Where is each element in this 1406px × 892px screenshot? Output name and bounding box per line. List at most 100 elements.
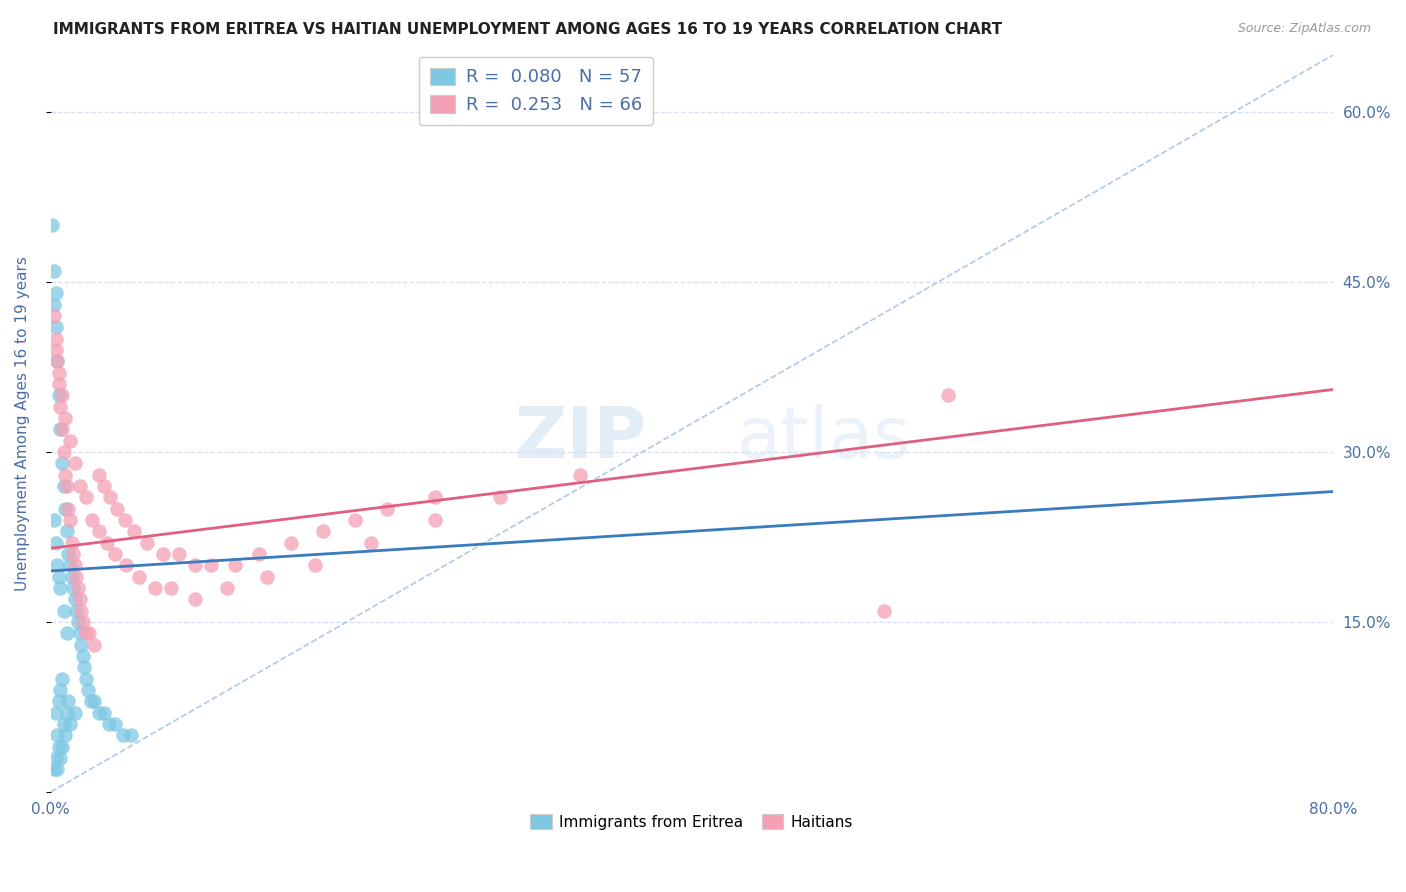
- Point: [53, 467, 76, 482]
- Point: [114, 513, 136, 527]
- Point: [256, 569, 278, 583]
- Point: [52, 604, 75, 618]
- Point: [87, 467, 110, 482]
- Point: [67, 581, 90, 595]
- Point: [184, 558, 207, 573]
- Point: [97, 717, 120, 731]
- Point: [56, 479, 79, 493]
- Point: [247, 547, 270, 561]
- Point: [51, 388, 73, 402]
- Point: [58, 501, 80, 516]
- Point: [83, 638, 105, 652]
- Point: [56, 706, 79, 720]
- Point: [122, 524, 145, 539]
- Point: [75, 490, 97, 504]
- Point: [48, 376, 70, 391]
- Point: [184, 592, 207, 607]
- Point: [46, 762, 69, 776]
- Point: [59, 513, 82, 527]
- Point: [72, 648, 94, 663]
- Point: [69, 592, 91, 607]
- Point: [51, 739, 73, 754]
- Point: [360, 535, 382, 549]
- Y-axis label: Unemployment Among Ages 16 to 19 years: Unemployment Among Ages 16 to 19 years: [15, 256, 30, 591]
- Point: [46, 354, 69, 368]
- Point: [304, 558, 326, 573]
- Point: [224, 558, 246, 573]
- Point: [48, 388, 70, 402]
- Point: [59, 717, 82, 731]
- Point: [79, 626, 101, 640]
- Point: [69, 479, 91, 493]
- Point: [76, 682, 98, 697]
- Point: [60, 535, 83, 549]
- Point: [42, 762, 65, 776]
- Point: [48, 694, 70, 708]
- Point: [49, 581, 72, 595]
- Point: [45, 706, 67, 720]
- Point: [49, 751, 72, 765]
- Point: [120, 728, 142, 742]
- Point: [63, 706, 86, 720]
- Point: [152, 547, 174, 561]
- Legend: Immigrants from Eritrea, Haitians: Immigrants from Eritrea, Haitians: [524, 808, 859, 836]
- Point: [56, 524, 79, 539]
- Point: [62, 581, 84, 595]
- Point: [46, 728, 69, 742]
- Point: [51, 456, 73, 470]
- Point: [45, 332, 67, 346]
- Point: [46, 354, 69, 368]
- Point: [41, 218, 63, 232]
- Point: [52, 479, 75, 493]
- Point: [53, 410, 76, 425]
- Point: [59, 434, 82, 448]
- Point: [936, 388, 959, 402]
- Point: [63, 592, 86, 607]
- Point: [87, 524, 110, 539]
- Point: [72, 615, 94, 629]
- Point: [42, 263, 65, 277]
- Point: [217, 581, 239, 595]
- Point: [200, 558, 222, 573]
- Point: [75, 672, 97, 686]
- Point: [93, 479, 115, 493]
- Point: [87, 706, 110, 720]
- Point: [65, 604, 87, 618]
- Point: [104, 547, 127, 561]
- Point: [425, 490, 447, 504]
- Point: [375, 501, 398, 516]
- Point: [98, 490, 121, 504]
- Point: [128, 569, 150, 583]
- Point: [45, 286, 67, 301]
- Point: [488, 490, 510, 504]
- Point: [63, 558, 86, 573]
- Point: [62, 547, 84, 561]
- Point: [69, 626, 91, 640]
- Point: [52, 717, 75, 731]
- Point: [67, 615, 90, 629]
- Point: [49, 422, 72, 436]
- Text: IMMIGRANTS FROM ERITREA VS HAITIAN UNEMPLOYMENT AMONG AGES 16 TO 19 YEARS CORREL: IMMIGRANTS FROM ERITREA VS HAITIAN UNEMP…: [53, 22, 1002, 37]
- Point: [45, 320, 67, 334]
- Point: [45, 535, 67, 549]
- Point: [58, 547, 80, 561]
- Point: [49, 400, 72, 414]
- Point: [280, 535, 302, 549]
- Point: [63, 456, 86, 470]
- Point: [96, 535, 118, 549]
- Point: [51, 422, 73, 436]
- Point: [115, 558, 138, 573]
- Point: [59, 558, 82, 573]
- Text: Source: ZipAtlas.com: Source: ZipAtlas.com: [1237, 22, 1371, 36]
- Point: [136, 535, 159, 549]
- Point: [48, 739, 70, 754]
- Point: [70, 604, 93, 618]
- Point: [143, 581, 166, 595]
- Point: [104, 717, 127, 731]
- Point: [48, 366, 70, 380]
- Point: [65, 569, 87, 583]
- Point: [46, 558, 69, 573]
- Point: [51, 672, 73, 686]
- Point: [111, 728, 134, 742]
- Point: [160, 581, 183, 595]
